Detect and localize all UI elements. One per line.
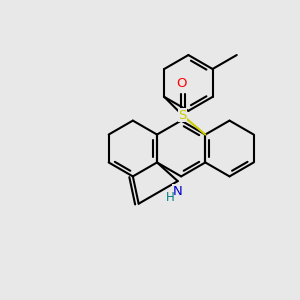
- Text: N: N: [173, 185, 183, 198]
- Text: O: O: [176, 77, 186, 91]
- Text: S: S: [178, 109, 187, 122]
- Text: H: H: [166, 191, 175, 204]
